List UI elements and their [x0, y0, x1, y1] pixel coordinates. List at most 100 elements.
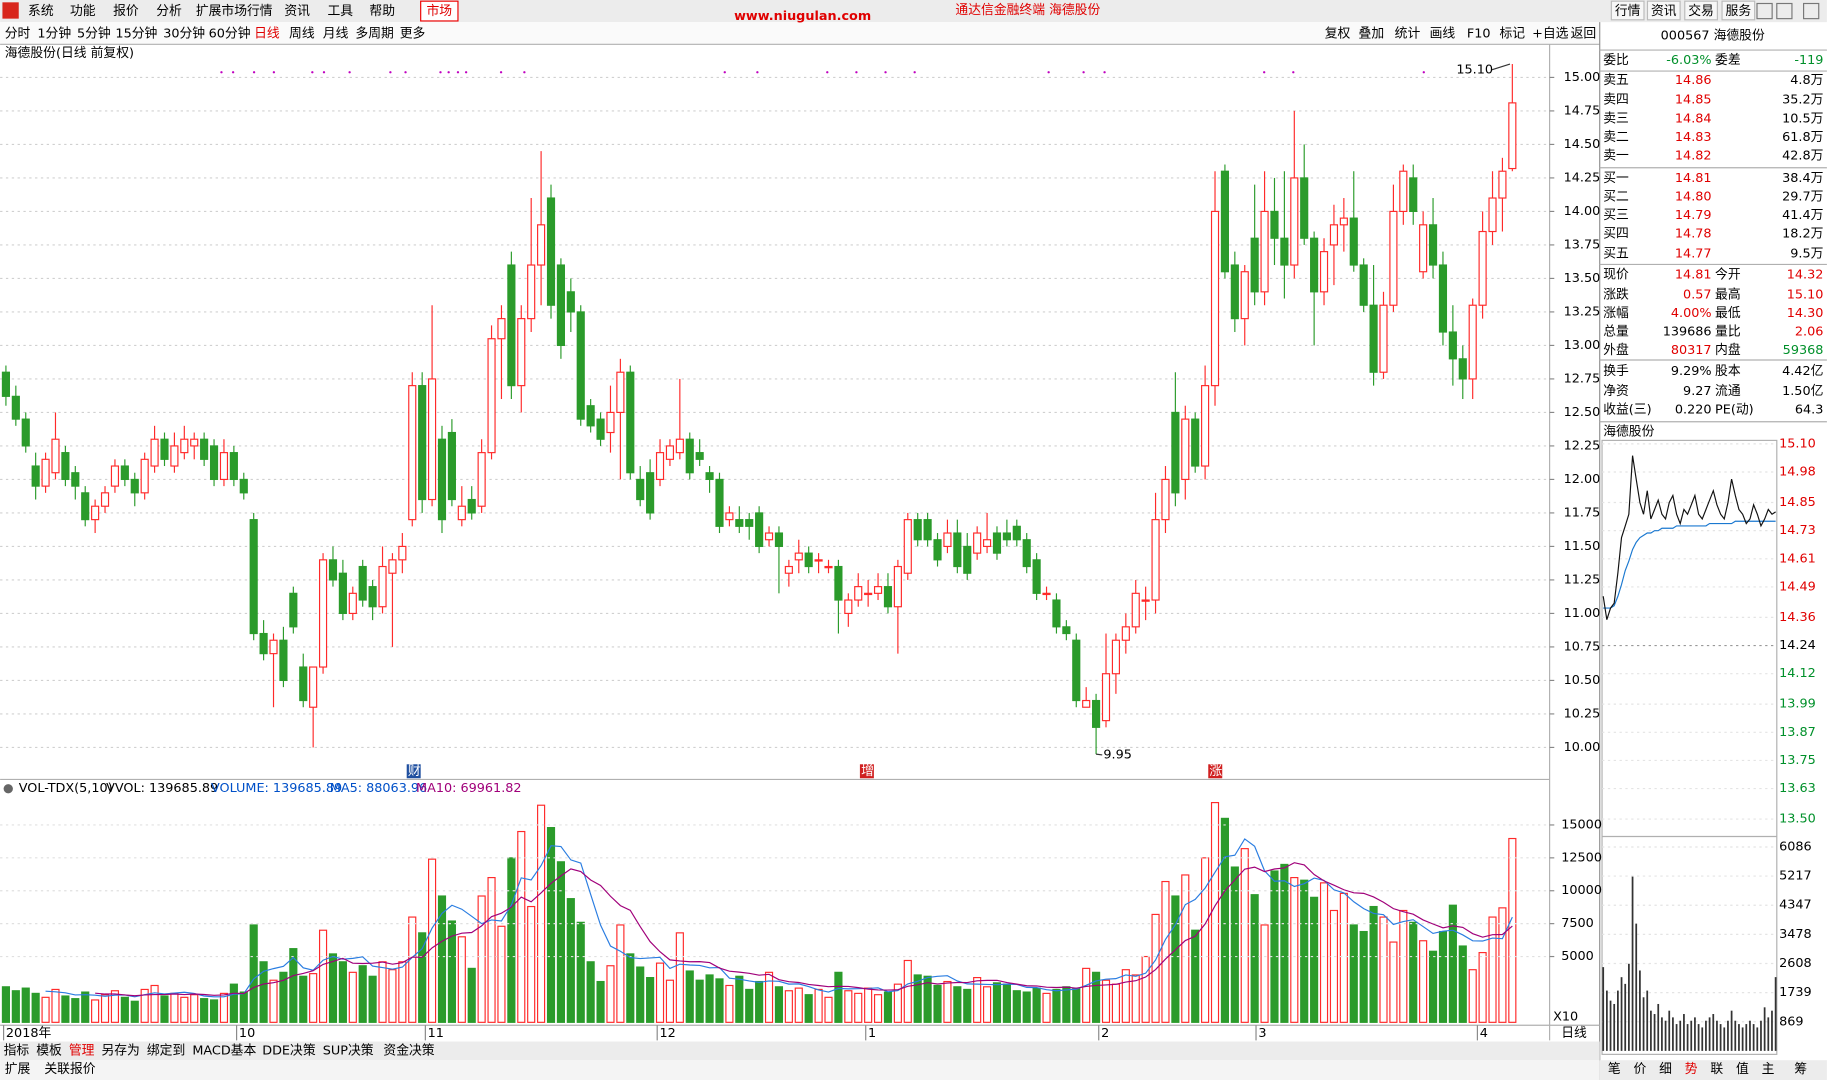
- status-bar: [0, 1060, 1600, 1080]
- period-button[interactable]: 分时: [5, 26, 31, 41]
- intraday-y-tick-label: 14.98: [1779, 465, 1816, 480]
- candle-body: [1290, 177, 1299, 266]
- minimize-button[interactable]: [1756, 2, 1773, 20]
- volume-bar: [299, 975, 308, 1023]
- event-marker[interactable]: 增: [861, 764, 874, 779]
- quote-label: 委差: [1715, 53, 1741, 68]
- volume-bar: [428, 858, 437, 1023]
- market-tab[interactable]: 市场: [427, 3, 453, 19]
- candle-body: [1201, 385, 1210, 467]
- volume-bar: [1468, 969, 1477, 1023]
- indicator-tab[interactable]: SUP决策: [323, 1042, 374, 1058]
- quote-label: 外盘: [1603, 342, 1629, 358]
- menu-item[interactable]: 工具: [327, 4, 353, 19]
- app-icon[interactable]: [2, 2, 19, 19]
- tool-button[interactable]: 返回: [1571, 26, 1597, 41]
- quote-value: 14.82: [1675, 149, 1712, 164]
- tool-button[interactable]: F10: [1467, 26, 1491, 41]
- status-tab[interactable]: 扩展: [5, 1062, 31, 1077]
- status-tab[interactable]: 关联报价: [44, 1062, 95, 1077]
- volume-bar: [923, 975, 932, 1023]
- low-annotation: 9.95: [1103, 747, 1132, 762]
- top-button-box[interactable]: [1610, 0, 1645, 21]
- menu-item[interactable]: 资讯: [284, 4, 310, 19]
- candle-body: [576, 311, 585, 420]
- restore-button[interactable]: [1776, 2, 1793, 20]
- tool-button[interactable]: 叠加: [1359, 26, 1385, 41]
- indicator-tab[interactable]: 另存为: [101, 1043, 139, 1058]
- panel-tab[interactable]: 主: [1762, 1062, 1775, 1077]
- indicator-tab[interactable]: 指标: [4, 1043, 30, 1058]
- indicator-tab[interactable]: 资金决策: [383, 1042, 434, 1058]
- period-button[interactable]: 多周期: [355, 26, 393, 41]
- tool-button[interactable]: 画线: [1430, 26, 1456, 41]
- top-button-box[interactable]: [1721, 0, 1756, 21]
- period-button[interactable]: 60分钟: [209, 25, 251, 41]
- menu-item[interactable]: 帮助: [369, 4, 395, 19]
- quote-label: 现价: [1603, 267, 1629, 282]
- tool-button[interactable]: +自选: [1532, 26, 1569, 41]
- period-button[interactable]: 日线: [254, 26, 280, 41]
- panel-tab[interactable]: 值: [1736, 1061, 1749, 1077]
- market-tab-box[interactable]: [420, 0, 459, 22]
- period-button[interactable]: 15分钟: [115, 25, 157, 41]
- tool-button[interactable]: 标记: [1500, 26, 1526, 41]
- panel-tab[interactable]: 筹: [1794, 1061, 1807, 1077]
- volume-bar: [705, 974, 714, 1023]
- indicator-tab[interactable]: 管理: [69, 1043, 95, 1058]
- intraday-title: 海德股份: [1603, 425, 1654, 440]
- top-button[interactable]: 资讯: [1651, 4, 1677, 19]
- menu-item[interactable]: 系统: [28, 4, 54, 19]
- panel-tab[interactable]: 价: [1634, 1062, 1647, 1077]
- indicator-tab[interactable]: MACD基本: [192, 1043, 256, 1058]
- candle-body: [437, 438, 447, 521]
- panel-tab[interactable]: 联: [1710, 1062, 1723, 1077]
- indicator-tab[interactable]: 模板: [36, 1043, 62, 1058]
- top-button[interactable]: 交易: [1688, 3, 1714, 19]
- candle-body: [1428, 224, 1438, 266]
- volume-bar: [725, 984, 734, 1023]
- panel-tab[interactable]: 细: [1659, 1062, 1672, 1077]
- event-marker-box[interactable]: [406, 764, 421, 779]
- quote-value: 14.30: [1787, 306, 1824, 321]
- event-marker-box[interactable]: [1208, 764, 1223, 779]
- period-button[interactable]: 周线: [289, 26, 315, 41]
- candle-body: [834, 565, 843, 601]
- volume-bar: [150, 984, 159, 1023]
- candle-body: [447, 431, 456, 501]
- candle-body: [1, 371, 11, 397]
- x-tick-label: 12: [660, 1026, 676, 1041]
- menu-item[interactable]: 报价: [113, 4, 139, 19]
- indicator-tab[interactable]: DDE决策: [262, 1042, 316, 1058]
- candle-body: [963, 545, 972, 574]
- period-button[interactable]: 5分钟: [77, 25, 111, 41]
- y-tick-label: 15.00: [1564, 70, 1601, 85]
- event-marker[interactable]: 财: [408, 764, 421, 779]
- panel-tab[interactable]: 笔: [1608, 1061, 1621, 1077]
- indicator-tab[interactable]: 绑定到: [147, 1043, 185, 1058]
- period-button[interactable]: 月线: [323, 26, 349, 41]
- tool-button[interactable]: 复权: [1325, 25, 1351, 41]
- top-button[interactable]: 服务: [1726, 3, 1752, 19]
- y-tick-label: 11.00: [1564, 606, 1601, 621]
- top-button-box[interactable]: [1684, 0, 1718, 21]
- top-button[interactable]: 行情: [1615, 4, 1641, 19]
- event-marker[interactable]: 涨: [1209, 764, 1222, 779]
- close-button[interactable]: [1803, 2, 1820, 20]
- menu-item[interactable]: 功能: [70, 4, 96, 19]
- period-button[interactable]: 更多: [400, 26, 426, 41]
- volume-bar: [1399, 909, 1408, 1023]
- period-button[interactable]: 1分钟: [37, 25, 71, 41]
- event-marker-box[interactable]: [859, 764, 874, 779]
- panel-tab[interactable]: 势: [1685, 1061, 1698, 1077]
- menu-item[interactable]: 分析: [156, 4, 182, 19]
- quote-label: 买一: [1603, 171, 1629, 186]
- volume-bar: [1, 986, 11, 1023]
- volume-bar: [269, 979, 278, 1023]
- indicator-menu-icon[interactable]: [3, 784, 13, 794]
- tool-button[interactable]: 统计: [1395, 26, 1421, 41]
- period-button[interactable]: 30分钟: [163, 25, 205, 41]
- menu-item[interactable]: 扩展市场行情: [196, 3, 273, 19]
- intraday-vol-tick-label: 6086: [1779, 839, 1812, 854]
- top-button-box[interactable]: [1646, 0, 1681, 21]
